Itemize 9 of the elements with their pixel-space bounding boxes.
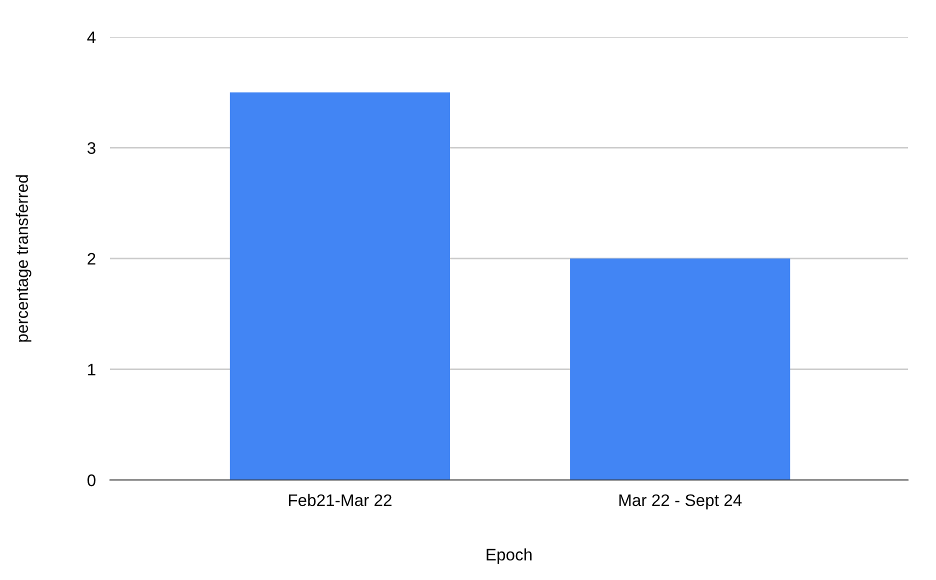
x-tick-label: Mar 22 - Sept 24: [619, 494, 742, 510]
y-tick-label: 0: [87, 474, 96, 486]
y-tick-label: 1: [88, 364, 96, 376]
y-tick-label: 3: [87, 142, 96, 154]
x-tick-label: Feb21-Mar 22: [288, 494, 392, 506]
y-axis-title: percentage transferred: [16, 175, 32, 342]
y-tick-label: 2: [88, 252, 96, 265]
x-axis-title: Epoch: [486, 548, 532, 564]
y-tick-label: 4: [87, 32, 96, 44]
